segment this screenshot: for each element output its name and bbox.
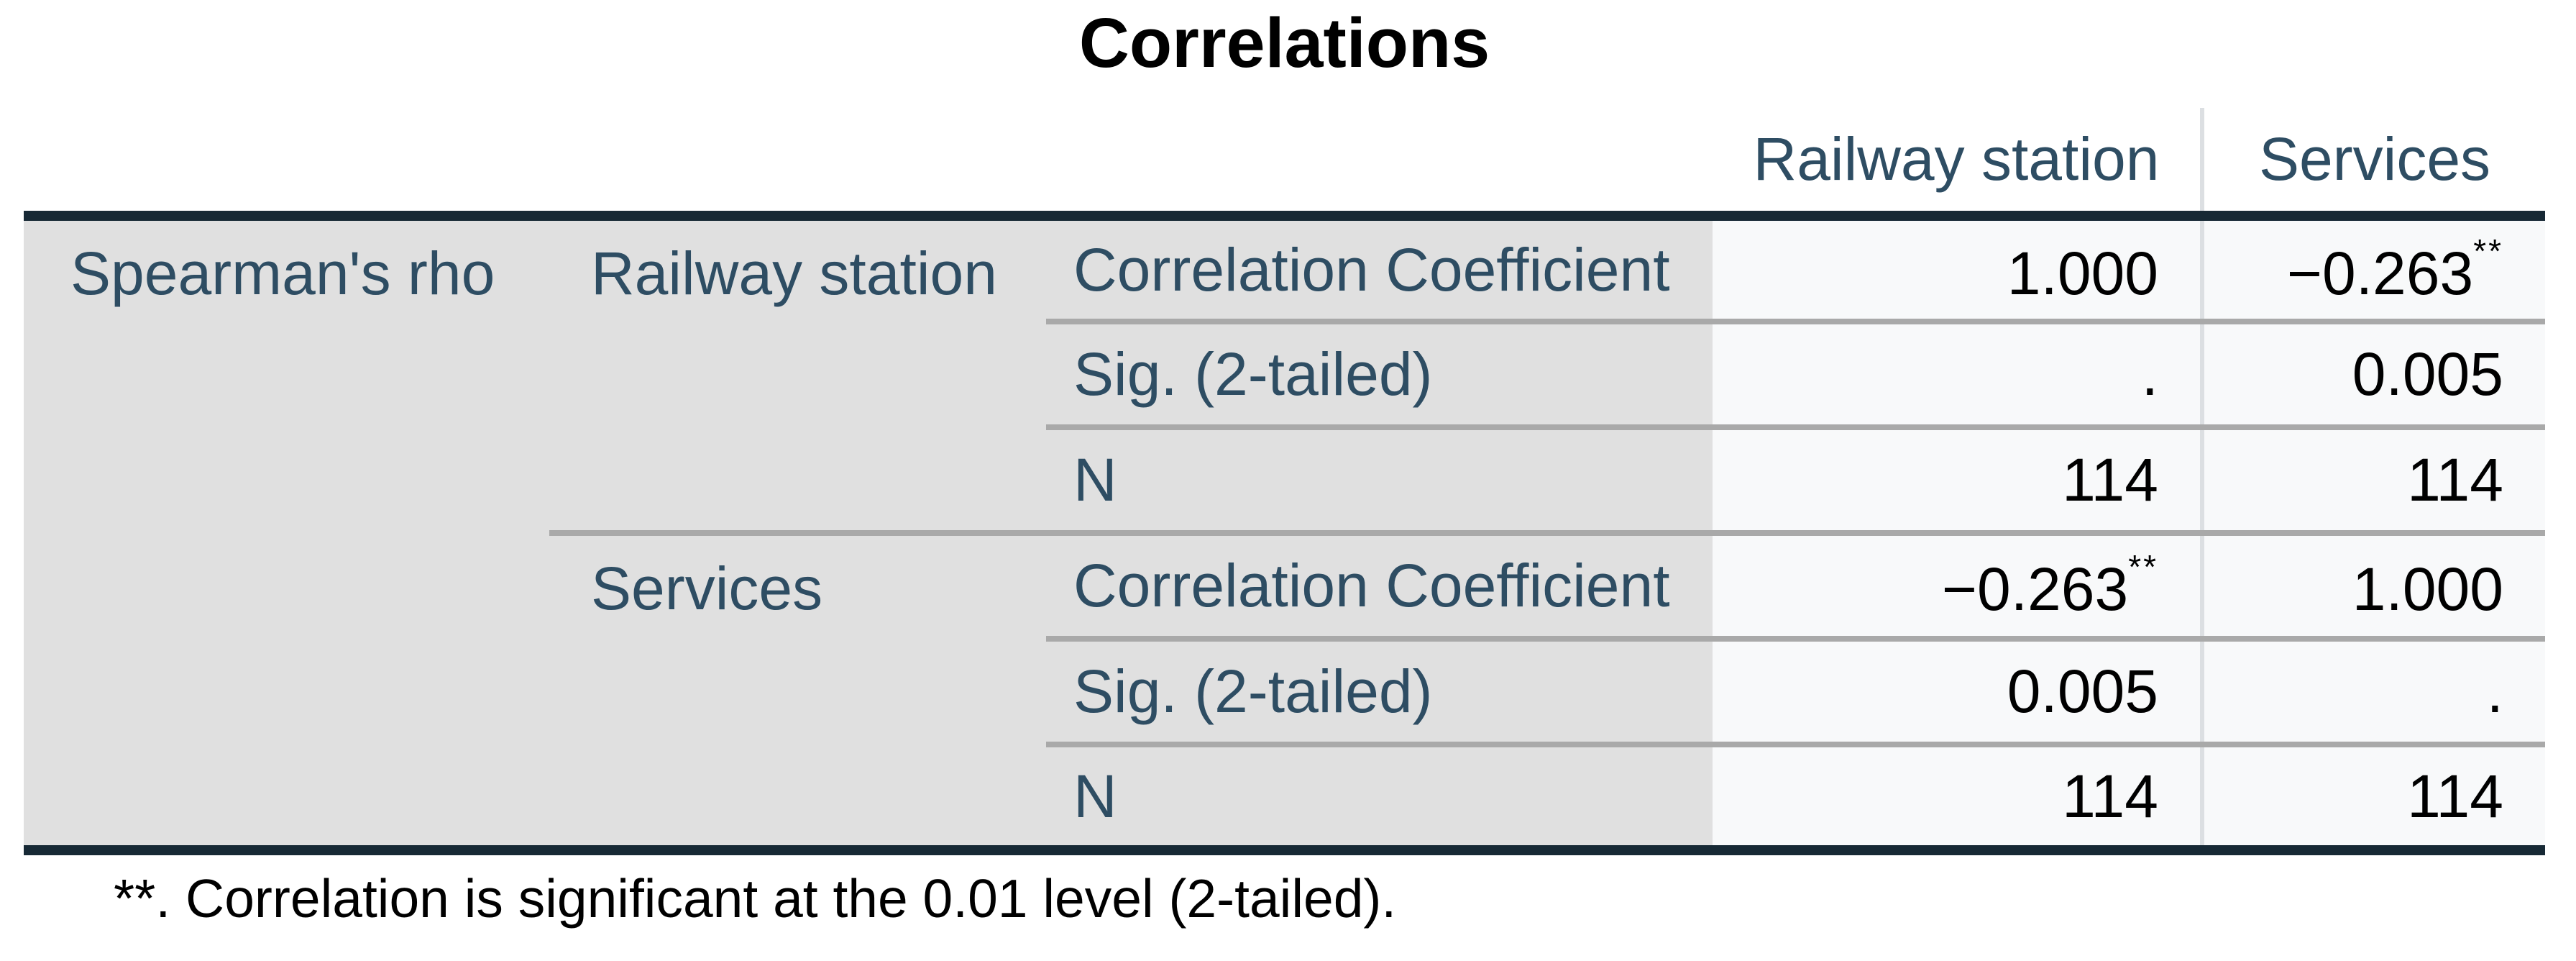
- table-row: Sig. (2-tailed) 0.005 .: [24, 636, 2545, 744]
- row-header-variable-railway-station: Railway station: [549, 216, 1046, 533]
- value-text: .: [2486, 657, 2503, 725]
- table-row: N 114 114: [24, 742, 2545, 855]
- value-cell-services-railway: −0.263**: [1713, 530, 2202, 639]
- value-text: 0.005: [2007, 657, 2158, 725]
- value-cell-services-railway-n: 114: [1713, 742, 2202, 855]
- stat-label-n: N: [1046, 742, 1713, 855]
- header-row: Railway station Services: [24, 108, 2545, 221]
- value-text: 1.000: [2007, 239, 2158, 307]
- table-row: Sig. (2-tailed) . 0.005: [24, 319, 2545, 427]
- column-header-railway-station: Railway station: [1713, 108, 2202, 221]
- table-row: Spearman's rho Railway station Correlati…: [24, 216, 2545, 855]
- stat-label-sig-2-tailed: Sig. (2-tailed): [1046, 319, 1713, 427]
- value-text: 114: [2407, 762, 2503, 830]
- row-header-method: Spearman's rho: [24, 216, 549, 855]
- stat-label-sig-2-tailed: Sig. (2-tailed): [1046, 636, 1713, 744]
- stat-label-correlation-coefficient: Correlation Coefficient: [1046, 530, 1713, 639]
- column-header-services: Services: [2200, 108, 2545, 221]
- row-header-variable-services: Services: [549, 530, 1046, 855]
- method-label: Spearman's rho: [70, 240, 495, 307]
- value-cell-services-services-sig: .: [2200, 636, 2545, 744]
- stat-label-n: N: [1046, 424, 1713, 533]
- value-text: −0.263: [2286, 239, 2474, 307]
- value-text: 114: [2062, 446, 2158, 514]
- value-text: −0.263: [1941, 555, 2129, 623]
- correlations-table: Railway station Services Spearman's rho …: [24, 108, 2545, 855]
- value-cell-services-services: 1.000: [2200, 530, 2545, 639]
- value-cell-railway-services-n: 114: [2200, 424, 2545, 533]
- header-spacer: [24, 108, 1713, 221]
- value-cell-services-railway-sig: 0.005: [1713, 636, 2202, 744]
- table-footnote: **. Correlation is significant at the 0.…: [114, 868, 1397, 929]
- value-cell-services-services-n: 114: [2200, 742, 2545, 855]
- table-row: Services Correlation Coefficient −0.263*…: [24, 530, 2545, 855]
- variable-label: Services: [591, 555, 823, 622]
- table-title: Correlations: [1078, 4, 1490, 82]
- value-text: 114: [2062, 762, 2158, 830]
- value-cell-railway-railway-sig: .: [1713, 319, 2202, 427]
- significance-stars: **: [2128, 548, 2158, 586]
- significance-stars: **: [2473, 232, 2503, 270]
- table-row: N 114 114: [24, 424, 2545, 533]
- value-cell-railway-railway: 1.000: [1713, 216, 2202, 322]
- value-text: 114: [2407, 446, 2503, 514]
- stat-label-correlation-coefficient: Correlation Coefficient: [1046, 216, 1713, 322]
- value-cell-railway-railway-n: 114: [1713, 424, 2202, 533]
- value-text: .: [2141, 340, 2158, 408]
- value-cell-railway-services: −0.263**: [2200, 216, 2545, 322]
- value-text: 1.000: [2352, 555, 2503, 623]
- value-text: 0.005: [2352, 340, 2503, 408]
- value-cell-railway-services-sig: 0.005: [2200, 319, 2545, 427]
- variable-label: Railway station: [591, 240, 997, 307]
